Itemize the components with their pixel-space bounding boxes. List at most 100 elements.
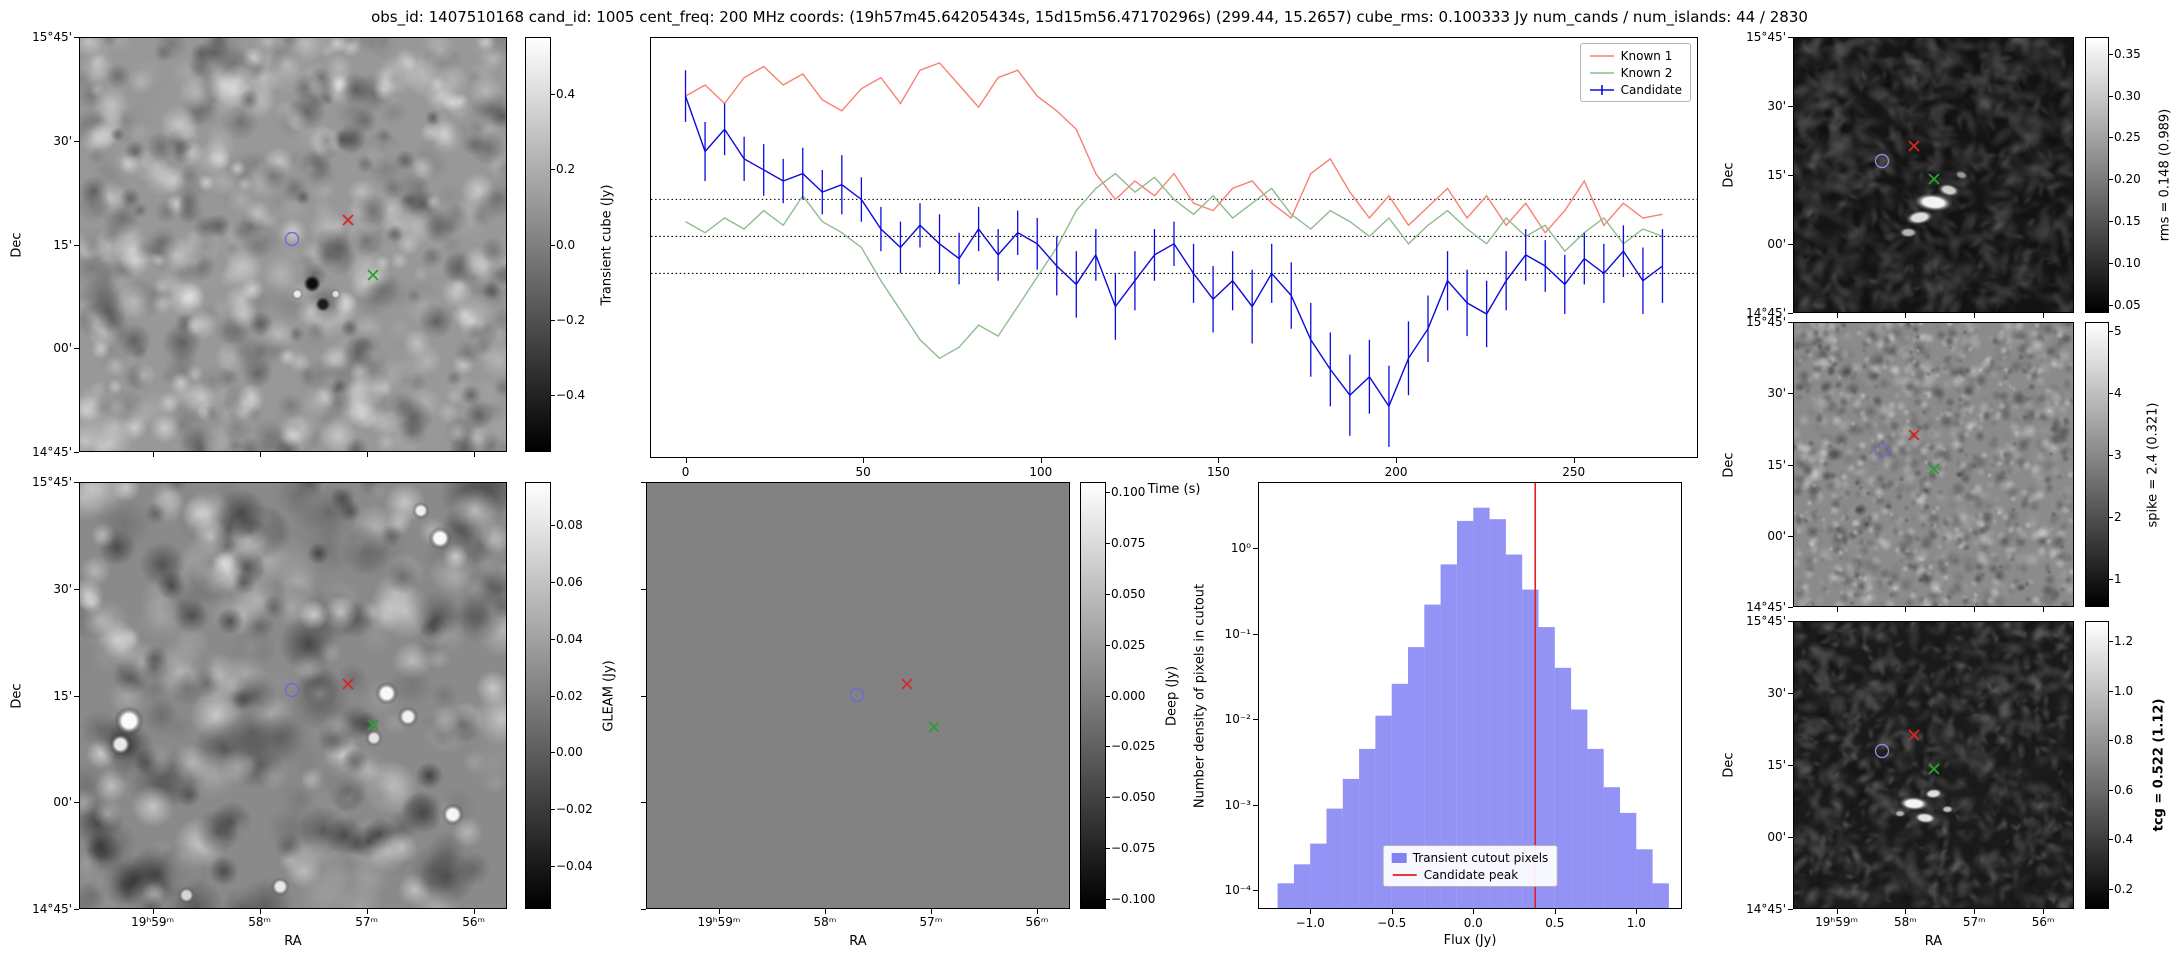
- tcg-colorbar-tick-label: 0.4: [2114, 832, 2134, 847]
- flux-tick-label: 0.0: [1463, 916, 1483, 930]
- legend-item-label: Candidate peak: [1423, 867, 1519, 882]
- tcg-colorbar-tick-label: 0.2: [2114, 882, 2134, 897]
- gleam-colorbar-label: GLEAM (Jy): [601, 659, 617, 732]
- dec-tick: [1788, 244, 1793, 245]
- tcg-colorbar-tick: [2109, 789, 2113, 791]
- dec-tick-label: 00': [53, 795, 72, 810]
- dec-tick-label: 15': [1767, 758, 1786, 772]
- histogram-bar: [1620, 812, 1637, 908]
- legend-line-swatch: [1589, 71, 1614, 74]
- time-axis-label: Time (s): [1147, 482, 1201, 497]
- dec-tick-label: 15': [1767, 168, 1786, 182]
- histogram-bar: [1571, 709, 1588, 908]
- time-tick-label: 200: [1384, 465, 1408, 479]
- dec-tick: [1788, 393, 1793, 395]
- dec-tick-label: 15': [53, 237, 72, 252]
- tcg-colorbar-tick: [2109, 839, 2113, 841]
- series-known-2: [685, 172, 1663, 360]
- deep-colorbar-tick-label: 0.050: [1111, 586, 1146, 601]
- ra-axis-label: RA: [849, 934, 867, 949]
- ra-tick-label: 19ʰ59ᵐ: [697, 915, 741, 929]
- rms-colorbar-label: rms = 0.148 (0.989): [2157, 108, 2173, 242]
- dec-tick-label: 14°45': [1746, 600, 1786, 614]
- spike-image: [1794, 323, 2073, 606]
- deep-colorbar: [1080, 482, 1106, 909]
- tcg-colorbar-tick: [2109, 889, 2113, 891]
- rms-panel: [1793, 37, 2074, 313]
- spike-colorbar-tick-label: 1: [2114, 572, 2122, 587]
- dec-tick: [74, 244, 79, 246]
- spike-colorbar-label: spike = 2.4 (0.321): [2145, 401, 2161, 528]
- ra-tick: [366, 452, 368, 457]
- dec-tick: [1788, 621, 1793, 622]
- time-tick: [1218, 458, 1220, 463]
- ra-tick-label: 56ᵐ: [1025, 915, 1049, 929]
- flux-tick-label: −0.5: [1377, 916, 1407, 930]
- ra-tick-label: 58ᵐ: [248, 915, 271, 929]
- dec-tick-label: 14°45': [32, 902, 72, 916]
- ra-tick: [1974, 909, 1976, 914]
- dec-tick: [1788, 322, 1793, 323]
- spike-colorbar-tick-label: 4: [2114, 386, 2122, 401]
- dec-tick: [1788, 607, 1793, 608]
- histogram-panel: [1258, 482, 1682, 909]
- time-tick-label: 100: [1029, 465, 1053, 479]
- transient-cube-colorbar-tick-label: 0.4: [556, 86, 576, 101]
- histogram-bar: [1342, 778, 1360, 908]
- flux-tick-label: −1.0: [1295, 916, 1325, 930]
- gleam-colorbar-tick: [551, 524, 555, 526]
- gleam-colorbar-tick: [551, 695, 555, 697]
- density-tick: [1253, 719, 1258, 721]
- rms-colorbar-tick: [2109, 95, 2113, 97]
- tcg-colorbar-gradient: [2086, 622, 2108, 908]
- legend-item: Known 2: [1589, 64, 1682, 81]
- dec-tick-label: 15°45': [1746, 30, 1786, 44]
- dec-axis-label: Dec: [9, 231, 25, 258]
- gleam-colorbar-tick-label: −0.04: [556, 859, 593, 874]
- dec-axis-label: Dec: [1721, 451, 1737, 478]
- dec-axis-label: Dec: [1721, 752, 1737, 778]
- dec-tick-label: 00': [1767, 528, 1786, 543]
- legend-item-label: Transient cutout pixels: [1412, 850, 1549, 865]
- transient-cube-colorbar-tick: [551, 244, 555, 246]
- spike-panel: [1793, 322, 2074, 607]
- ra-tick: [366, 909, 368, 914]
- dec-tick: [74, 140, 79, 142]
- rms-colorbar-tick: [2109, 179, 2113, 181]
- transient-cube-colorbar-tick: [551, 169, 555, 171]
- dec-tick: [74, 452, 79, 453]
- deep-colorbar-tick-label: −0.050: [1111, 790, 1156, 805]
- histogram-bar: [1440, 564, 1457, 908]
- flux-tick-label: 0.5: [1545, 916, 1565, 930]
- ra-tick-label: 56ᵐ: [2031, 915, 2055, 929]
- ra-tick-label: 57ᵐ: [355, 915, 378, 929]
- legend-item: Candidate peak: [1392, 866, 1549, 883]
- lightcurve-panel: [650, 37, 1698, 458]
- dec-tick: [1788, 765, 1793, 766]
- transient-cube-colorbar-label: Transient cube (Jy): [599, 184, 615, 305]
- legend-item: Transient cutout pixels: [1391, 849, 1549, 866]
- density-tick-label: 10⁻¹: [1224, 626, 1251, 641]
- dec-tick-label: 30': [1767, 686, 1786, 700]
- rms-colorbar: [2085, 37, 2109, 313]
- legend-line-swatch: [1392, 873, 1417, 876]
- flux-tick: [1310, 909, 1312, 914]
- legend-item: Candidate: [1589, 81, 1682, 98]
- gleam-colorbar-tick: [551, 866, 555, 868]
- time-tick-label: 150: [1206, 465, 1230, 479]
- dec-tick: [1788, 175, 1793, 176]
- dec-tick-label: 00': [1767, 237, 1786, 251]
- histogram-bar: [1473, 507, 1490, 908]
- ra-tick: [1905, 607, 1907, 612]
- histogram-bar: [1652, 883, 1669, 908]
- legend-item: Known 1: [1589, 47, 1682, 64]
- dec-tick-label: 30': [1767, 386, 1786, 401]
- gleam-colorbar-tick-label: 0.02: [556, 688, 583, 703]
- ra-tick: [2043, 909, 2045, 914]
- ra-tick: [152, 452, 154, 457]
- histogram-plot: [1258, 482, 1682, 909]
- histogram-bar: [1408, 647, 1425, 908]
- time-tick: [1396, 458, 1398, 463]
- ra-axis-label: RA: [284, 934, 302, 949]
- deep-colorbar-tick-label: −0.100: [1111, 891, 1156, 906]
